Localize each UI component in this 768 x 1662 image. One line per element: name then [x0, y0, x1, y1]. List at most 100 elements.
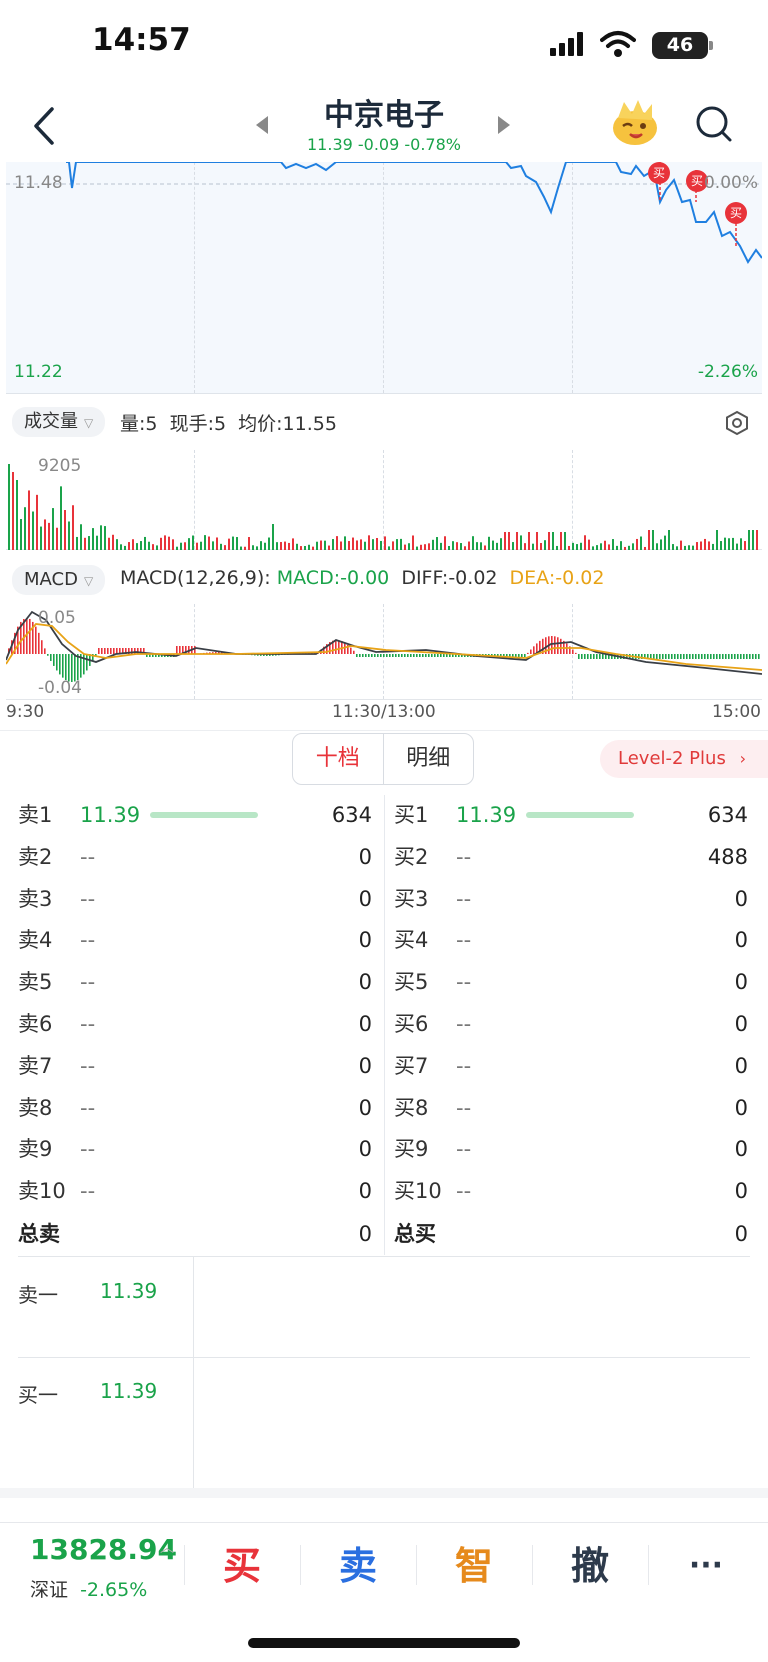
- status-bar: 14:57 46: [0, 0, 768, 90]
- macd-histogram-bar: [86, 654, 88, 671]
- tab-detail[interactable]: 明细: [382, 734, 474, 784]
- macd-histogram-bar: [599, 654, 601, 659]
- volume-indicator-select[interactable]: 成交量 ▽: [12, 407, 106, 437]
- sell-level-label: 卖7: [18, 1053, 53, 1078]
- volume-bar: [664, 535, 666, 550]
- volume-bar: [372, 539, 374, 550]
- macd-histogram-bar: [113, 648, 115, 654]
- macd-histogram-bar: [332, 640, 334, 654]
- buy-level-row[interactable]: 买4 -- 0: [394, 922, 748, 958]
- macd-histogram-bar: [740, 654, 742, 659]
- chevron-up-icon[interactable]: ︿: [160, 1540, 174, 1556]
- volume-bar: [144, 536, 146, 550]
- volume-bar: [332, 539, 334, 550]
- buy-level-row[interactable]: 买10 -- 0: [394, 1173, 748, 1209]
- macd-histogram-bar: [590, 654, 592, 659]
- buy-button[interactable]: 买: [222, 1544, 261, 1588]
- macd-histogram-bar: [725, 654, 727, 659]
- buy-level-row[interactable]: 买8 -- 0: [394, 1090, 748, 1126]
- sell-level-label: 卖2: [18, 844, 53, 869]
- smart-trade-button[interactable]: 智: [454, 1544, 493, 1588]
- trade-marker-buy[interactable]: 买: [725, 202, 747, 224]
- search-icon[interactable]: [694, 104, 734, 144]
- volume-bar: [688, 545, 690, 550]
- volume-bar: [416, 546, 418, 550]
- buy-level-row[interactable]: 买5 -- 0: [394, 964, 748, 1000]
- macd-histogram-bar: [347, 644, 349, 654]
- macd-histogram-bar: [395, 654, 397, 657]
- macd-histogram-bar: [26, 618, 28, 654]
- volume-bar: [324, 540, 326, 550]
- volume-bar: [44, 519, 46, 550]
- volume-bar: [364, 541, 366, 550]
- volume-bar: [488, 536, 490, 550]
- macd-chart[interactable]: 0.05 -0.04: [6, 604, 762, 700]
- buy-level-volume: 0: [734, 1012, 748, 1036]
- volume-bar: [268, 537, 270, 550]
- volume-bar: [28, 490, 30, 550]
- sell-level-label: 卖10: [18, 1179, 66, 1204]
- sell-level-price: --: [80, 1053, 96, 1078]
- macd-histogram-bar: [413, 654, 415, 657]
- buy-level-label: 买5: [394, 970, 429, 995]
- macd-histogram-bar: [356, 654, 358, 657]
- macd-histogram-bar: [653, 654, 655, 659]
- macd-histogram-bar: [443, 654, 445, 657]
- next-stock-icon[interactable]: [496, 114, 512, 136]
- prev-stock-icon[interactable]: [254, 114, 270, 136]
- sell-level-row[interactable]: 卖7 -- 0: [18, 1048, 372, 1084]
- sell-level-row[interactable]: 卖1 11.39 634: [18, 797, 372, 833]
- mascot-icon[interactable]: [610, 98, 660, 148]
- macd-selector-label: MACD: [24, 569, 78, 590]
- sell-level-row[interactable]: 卖3 -- 0: [18, 881, 372, 917]
- cancel-order-button[interactable]: 撤: [570, 1544, 609, 1588]
- order-book-divider: [384, 795, 385, 1255]
- macd-histogram-bar: [554, 636, 556, 654]
- volume-bar: [64, 510, 66, 550]
- trade-marker-buy[interactable]: 买: [686, 170, 708, 192]
- sell-level-row[interactable]: 卖5 -- 0: [18, 964, 372, 1000]
- sell-level-row[interactable]: 卖9 -- 0: [18, 1131, 372, 1167]
- sell-level-row[interactable]: 卖6 -- 0: [18, 1006, 372, 1042]
- volume-chart[interactable]: 9205: [6, 450, 762, 550]
- volume-bar: [720, 541, 722, 550]
- macd-histogram-bar: [44, 648, 46, 654]
- macd-histogram-bar: [650, 654, 652, 659]
- buy-level-volume: 634: [707, 803, 748, 827]
- buy-level-row[interactable]: 买3 -- 0: [394, 881, 748, 917]
- settings-icon[interactable]: [724, 410, 750, 436]
- sell-level-row[interactable]: 卖2 -- 0: [18, 839, 372, 875]
- volume-bar: [472, 536, 474, 550]
- macd-histogram-bar: [521, 654, 523, 657]
- sell-level-price: --: [80, 844, 96, 869]
- sell-level-row[interactable]: 卖10 -- 0: [18, 1173, 372, 1209]
- buy-level-row[interactable]: 买1 11.39 634: [394, 797, 748, 833]
- macd-histogram-bar: [119, 648, 121, 654]
- macd-indicator-select[interactable]: MACD ▽: [12, 565, 106, 595]
- macd-histogram-bar: [398, 654, 400, 657]
- sell-level-row[interactable]: 卖8 -- 0: [18, 1090, 372, 1126]
- sell-level-row[interactable]: 卖4 -- 0: [18, 922, 372, 958]
- volume-bar: [188, 538, 190, 550]
- trade-marker-buy[interactable]: 买: [648, 162, 670, 184]
- intraday-price-chart[interactable]: 买 买 买 11.48 0.00% 11.22 -2.26%: [6, 162, 762, 394]
- section-divider: [0, 730, 768, 731]
- buy-level-row[interactable]: 买9 -- 0: [394, 1131, 748, 1167]
- buy-level-row[interactable]: 买2 -- 488: [394, 839, 748, 875]
- volume-bar: [328, 545, 330, 550]
- more-button[interactable]: ···: [688, 1548, 724, 1583]
- volume-bar: [604, 540, 606, 550]
- tab-ten-levels[interactable]: 十档: [315, 746, 360, 771]
- volume-bar: [536, 532, 538, 550]
- buy-level-row[interactable]: 买6 -- 0: [394, 1006, 748, 1042]
- back-icon[interactable]: [32, 106, 56, 146]
- volume-bar: [524, 543, 526, 550]
- volume-bar: [360, 539, 362, 550]
- macd-histogram-bar: [536, 643, 538, 654]
- index-value[interactable]: 13828.94: [30, 1533, 178, 1566]
- macd-histogram-bar: [53, 654, 55, 666]
- level2-plus-button[interactable]: Level-2 Plus ›: [600, 740, 768, 778]
- macd-histogram-bar: [539, 640, 541, 654]
- sell-button[interactable]: 卖: [338, 1544, 377, 1588]
- buy-level-row[interactable]: 买7 -- 0: [394, 1048, 748, 1084]
